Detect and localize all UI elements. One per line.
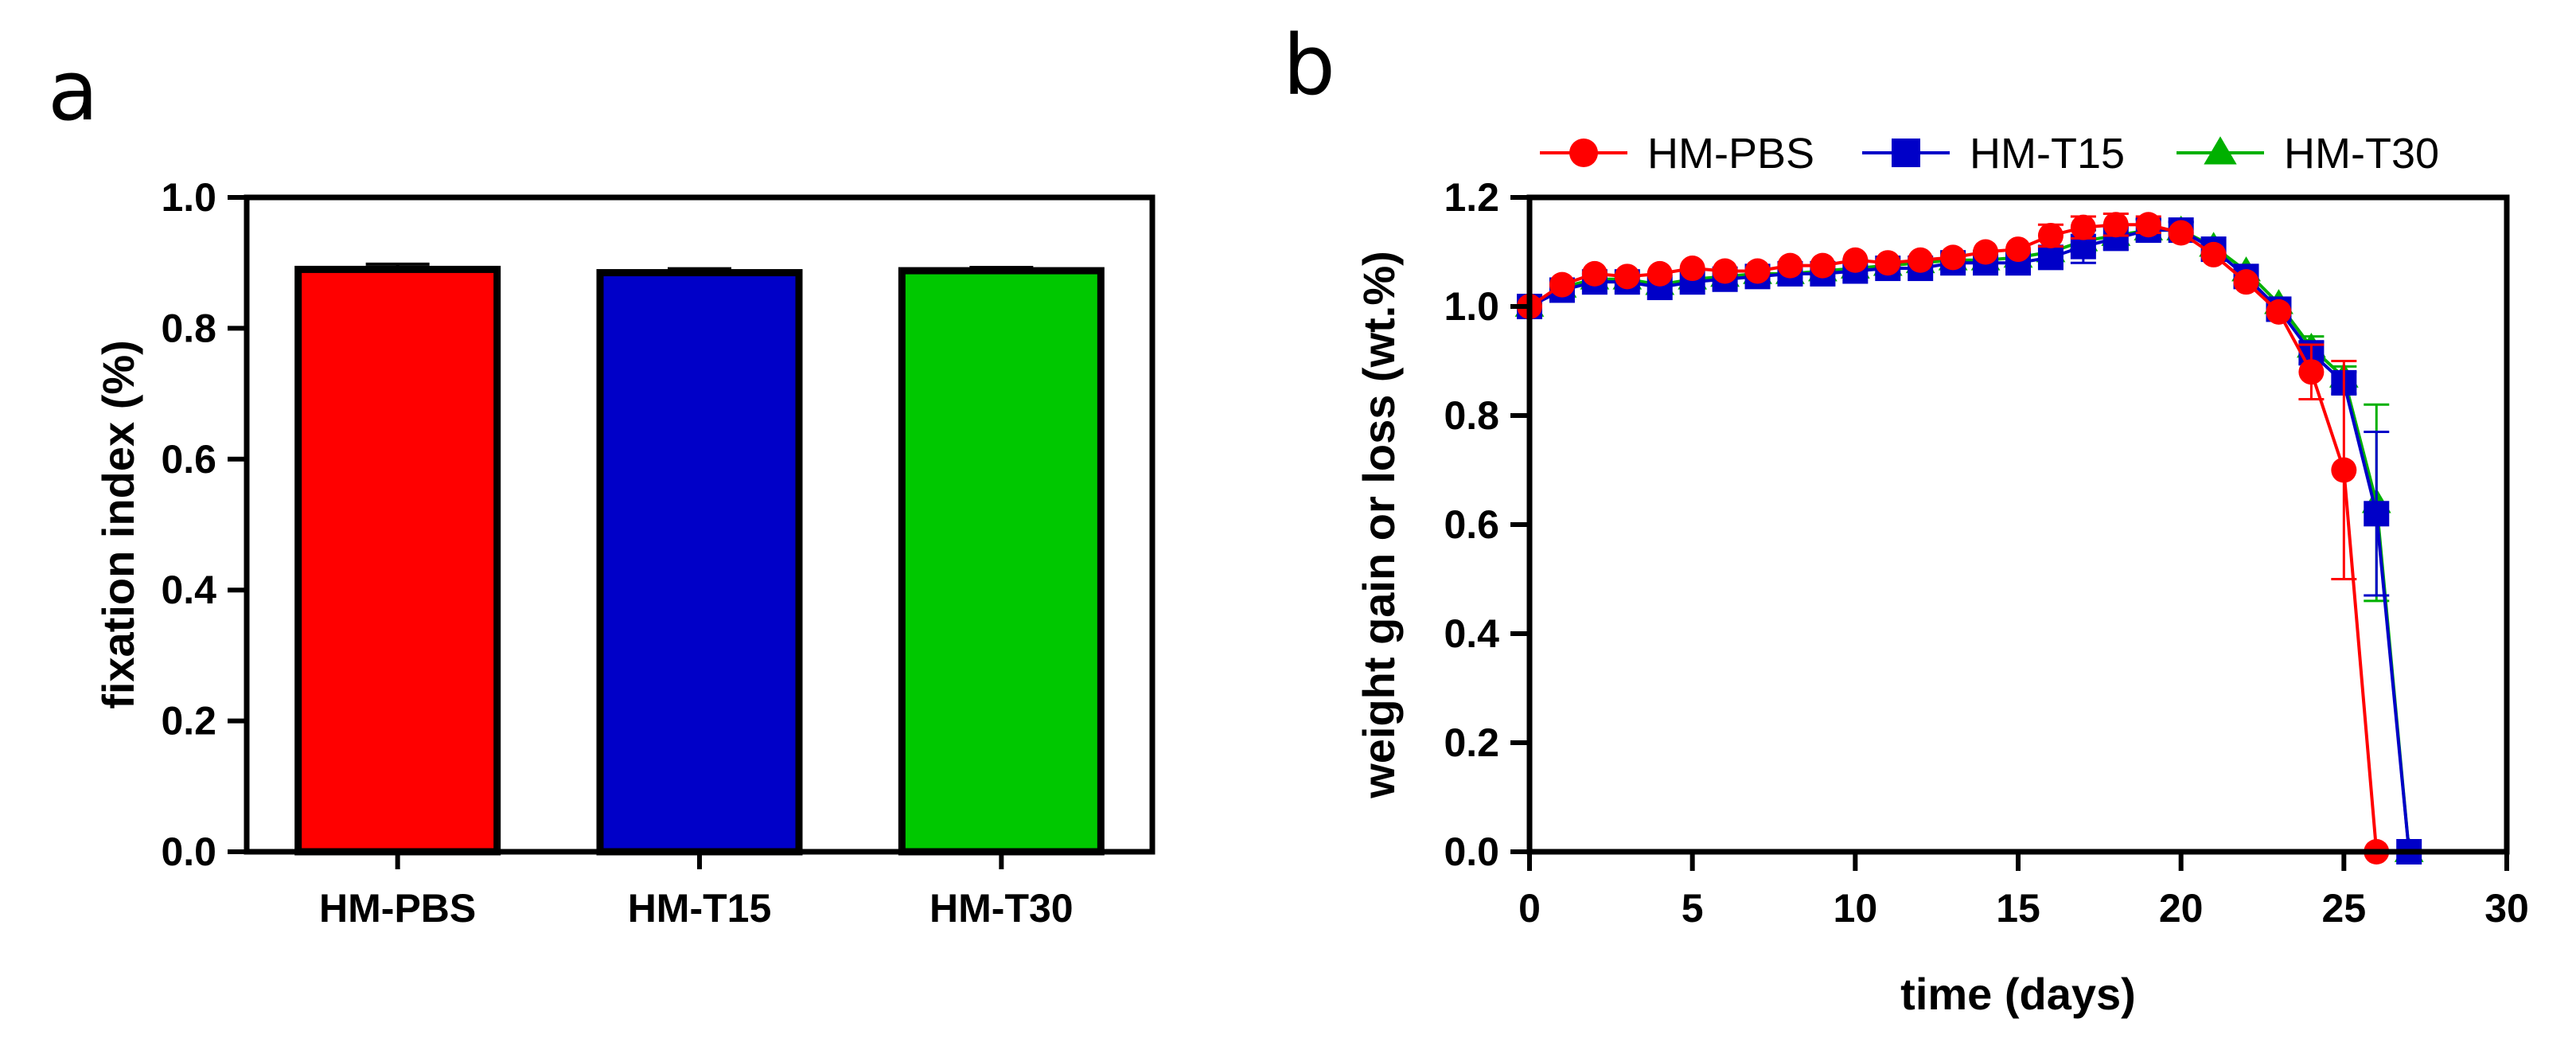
data-point xyxy=(2037,222,2064,248)
x-tick-label: HM-T15 xyxy=(628,886,772,931)
legend-item-hm-t30: HM-T30 xyxy=(2177,130,2439,178)
data-point xyxy=(2200,241,2227,267)
data-point xyxy=(1777,252,1803,279)
data-point xyxy=(1973,239,1999,265)
data-point xyxy=(2005,236,2031,263)
data-point xyxy=(1892,139,1920,167)
legend-item-hm-pbs: HM-PBS xyxy=(1540,130,1814,178)
data-point xyxy=(1614,263,1640,290)
data-point xyxy=(2298,359,2325,385)
x-tick-label: 0 xyxy=(1518,886,1541,931)
line-chart: HM-PBS HM-T15 HM-T30 0.0 0.2 0.4 0.6 0.8 1.0 1.2… xyxy=(1354,130,2529,1019)
series-hm-pbs xyxy=(1517,212,2390,865)
y-tick-label: 0.8 xyxy=(161,306,216,350)
y-tick-label: 1.0 xyxy=(161,175,216,220)
y-axis-title: fixation index (%) xyxy=(93,340,143,709)
bar-chart: 0.0 0.2 0.4 0.6 0.8 1.0 HM-PBS HM-T15 HM-T30 fi… xyxy=(93,175,1155,931)
data-point xyxy=(2331,457,2357,483)
y-tick-label: 0.6 xyxy=(161,437,216,482)
data-point xyxy=(2070,214,2096,240)
y-tick-label: 0.4 xyxy=(1444,611,1499,656)
data-point xyxy=(2168,220,2194,246)
x-axis-title: time (days) xyxy=(1900,969,2136,1019)
x-tick-label: HM-T30 xyxy=(929,886,1074,931)
panel-b-letter: b xyxy=(1283,17,1335,114)
plot-frame xyxy=(1526,194,2510,855)
axes xyxy=(1526,194,2510,855)
x-tick-label: 15 xyxy=(1996,886,2040,931)
data-point xyxy=(1908,247,1934,273)
y-axis-ticks: 0.0 0.2 0.4 0.6 0.8 1.0 xyxy=(161,175,247,874)
y-axis-ticks: 0.0 0.2 0.4 0.6 0.8 1.0 1.2 xyxy=(1444,175,1530,874)
data-point xyxy=(1549,271,1575,298)
bar-hm-t15 xyxy=(596,269,803,856)
data-point xyxy=(1940,244,1966,271)
data-point xyxy=(1647,260,1673,287)
data-point xyxy=(1569,139,1598,167)
x-tick-label: HM-PBS xyxy=(319,886,476,931)
bar-group xyxy=(294,262,1105,856)
data-point xyxy=(2364,501,2390,527)
legend-item-hm-t15: HM-T15 xyxy=(1862,130,2125,178)
series-line xyxy=(1528,228,2411,853)
x-tick-label: 25 xyxy=(2322,886,2367,931)
data-point xyxy=(2102,212,2129,238)
x-axis-ticks: HM-PBS HM-T15 HM-T30 xyxy=(319,852,1074,931)
x-axis-ticks: 0 5 10 15 20 25 30 xyxy=(1518,852,2529,931)
data-point xyxy=(1875,250,1901,276)
y-tick-label: 1.2 xyxy=(1444,175,1499,220)
series-line xyxy=(1528,223,2379,853)
legend-label: HM-PBS xyxy=(1647,130,1814,178)
legend: HM-PBS HM-T15 HM-T30 xyxy=(1540,130,2439,178)
x-tick-label: 10 xyxy=(1834,886,1878,931)
y-tick-label: 0.0 xyxy=(161,829,216,874)
y-tick-label: 0.0 xyxy=(1444,829,1499,874)
data-point xyxy=(2266,299,2292,325)
y-tick-label: 0.2 xyxy=(1444,720,1499,765)
legend-label: HM-T30 xyxy=(2284,130,2439,178)
data-point xyxy=(1810,252,1836,279)
y-tick-label: 0.4 xyxy=(161,568,216,612)
bar-hm-t30 xyxy=(898,267,1105,856)
legend-label: HM-T15 xyxy=(1970,130,2125,178)
data-point xyxy=(2037,244,2064,271)
data-point xyxy=(2135,212,2161,238)
series-group xyxy=(1514,212,2424,865)
x-tick-label: 30 xyxy=(2484,886,2529,931)
y-axis-title: weight gain or loss (wt.%) xyxy=(1354,251,1404,799)
y-tick-label: 0.2 xyxy=(161,699,216,744)
bar-hm-pbs xyxy=(294,265,501,856)
x-tick-label: 5 xyxy=(1682,886,1704,931)
data-point xyxy=(1712,258,1738,284)
y-tick-label: 0.6 xyxy=(1444,502,1499,547)
data-point xyxy=(1581,260,1608,287)
data-point xyxy=(2233,269,2259,295)
data-point xyxy=(1744,258,1771,284)
x-tick-label: 20 xyxy=(2159,886,2204,931)
data-point xyxy=(1842,247,1869,273)
panel-a-letter: a xyxy=(48,42,99,139)
series-line xyxy=(1529,228,2411,853)
y-tick-label: 0.8 xyxy=(1444,393,1499,438)
data-point xyxy=(1679,256,1705,282)
data-point xyxy=(2204,136,2237,165)
y-tick-label: 1.0 xyxy=(1444,284,1499,329)
